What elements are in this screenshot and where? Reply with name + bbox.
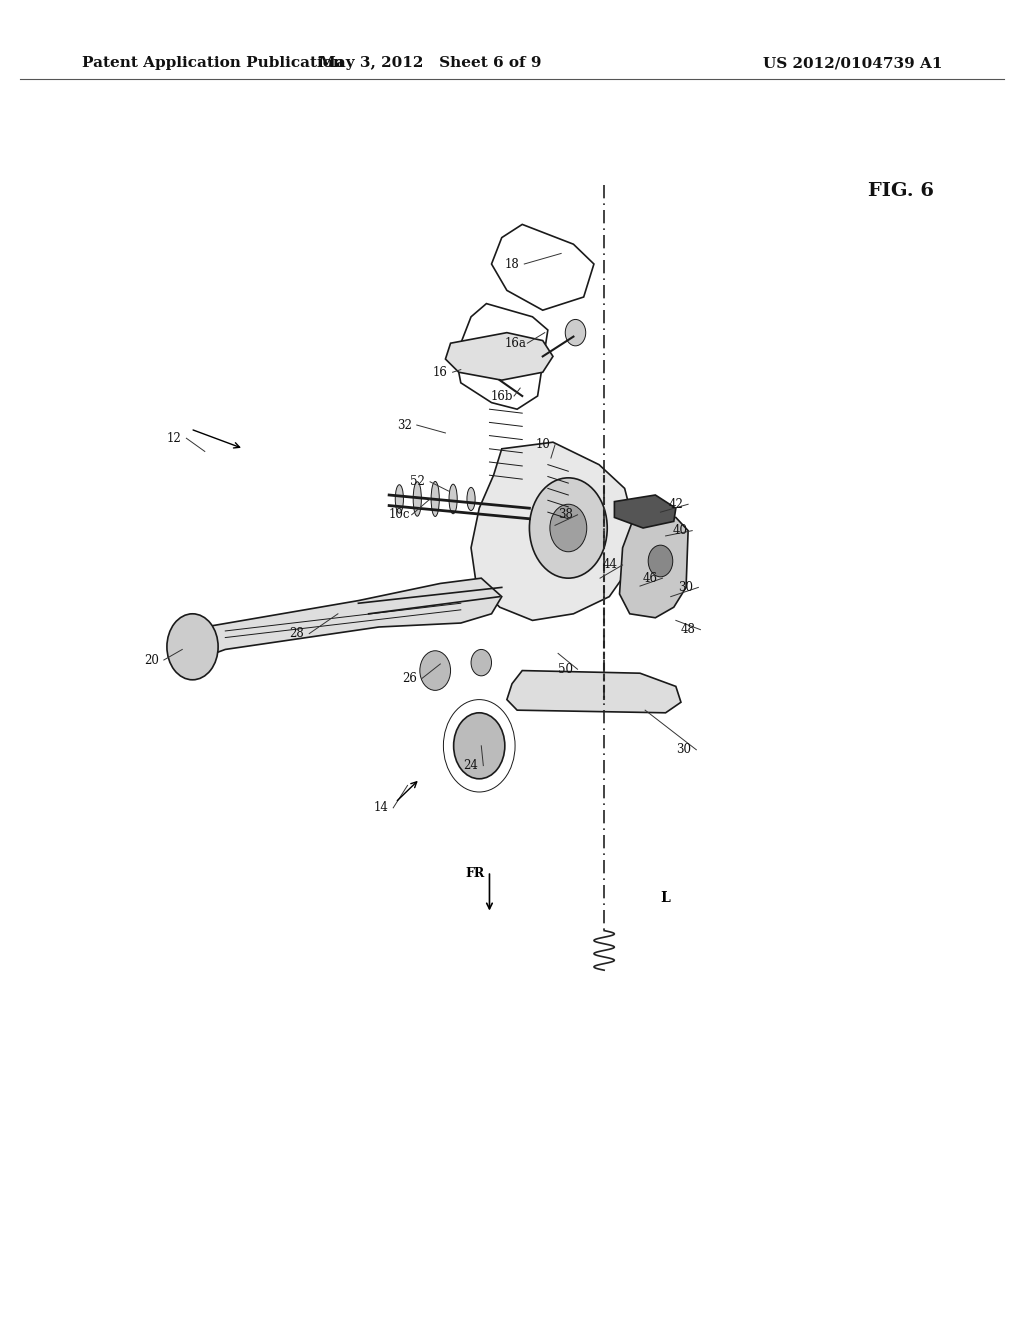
Circle shape [565,319,586,346]
Polygon shape [445,333,553,380]
Text: 18: 18 [505,257,519,271]
Text: 24: 24 [464,759,478,772]
Ellipse shape [431,482,439,516]
Circle shape [529,478,607,578]
Text: 16b: 16b [490,389,513,403]
Ellipse shape [449,484,457,513]
Text: 10c: 10c [389,508,410,521]
Polygon shape [507,671,681,713]
Polygon shape [614,495,676,528]
Circle shape [648,545,673,577]
Ellipse shape [467,487,475,511]
Text: FR: FR [466,867,485,880]
Circle shape [471,649,492,676]
Text: 16: 16 [433,366,447,379]
Text: FIG. 6: FIG. 6 [868,182,934,201]
Text: 26: 26 [402,672,417,685]
Text: May 3, 2012   Sheet 6 of 9: May 3, 2012 Sheet 6 of 9 [318,57,542,70]
Text: 16a: 16a [504,337,526,350]
Text: 44: 44 [603,558,617,572]
Polygon shape [471,442,635,620]
Circle shape [167,614,218,680]
Text: 20: 20 [144,653,159,667]
Text: 30: 30 [679,581,693,594]
Text: 10: 10 [536,438,550,451]
Ellipse shape [414,482,422,516]
Text: 50: 50 [558,663,572,676]
Text: L: L [660,891,671,904]
Text: 46: 46 [643,572,657,585]
Text: 30: 30 [677,743,691,756]
Text: 32: 32 [397,418,412,432]
Text: 40: 40 [673,524,687,537]
Circle shape [550,504,587,552]
Text: 38: 38 [558,508,572,521]
Circle shape [420,651,451,690]
Text: 52: 52 [411,475,425,488]
Text: 48: 48 [681,623,695,636]
Polygon shape [620,515,688,618]
Polygon shape [184,578,502,660]
Text: 14: 14 [374,801,388,814]
Text: 28: 28 [290,627,304,640]
Circle shape [454,713,505,779]
Text: US 2012/0104739 A1: US 2012/0104739 A1 [763,57,942,70]
Ellipse shape [395,484,403,513]
Text: Patent Application Publication: Patent Application Publication [82,57,344,70]
Text: 42: 42 [669,498,683,511]
Text: 12: 12 [167,432,181,445]
